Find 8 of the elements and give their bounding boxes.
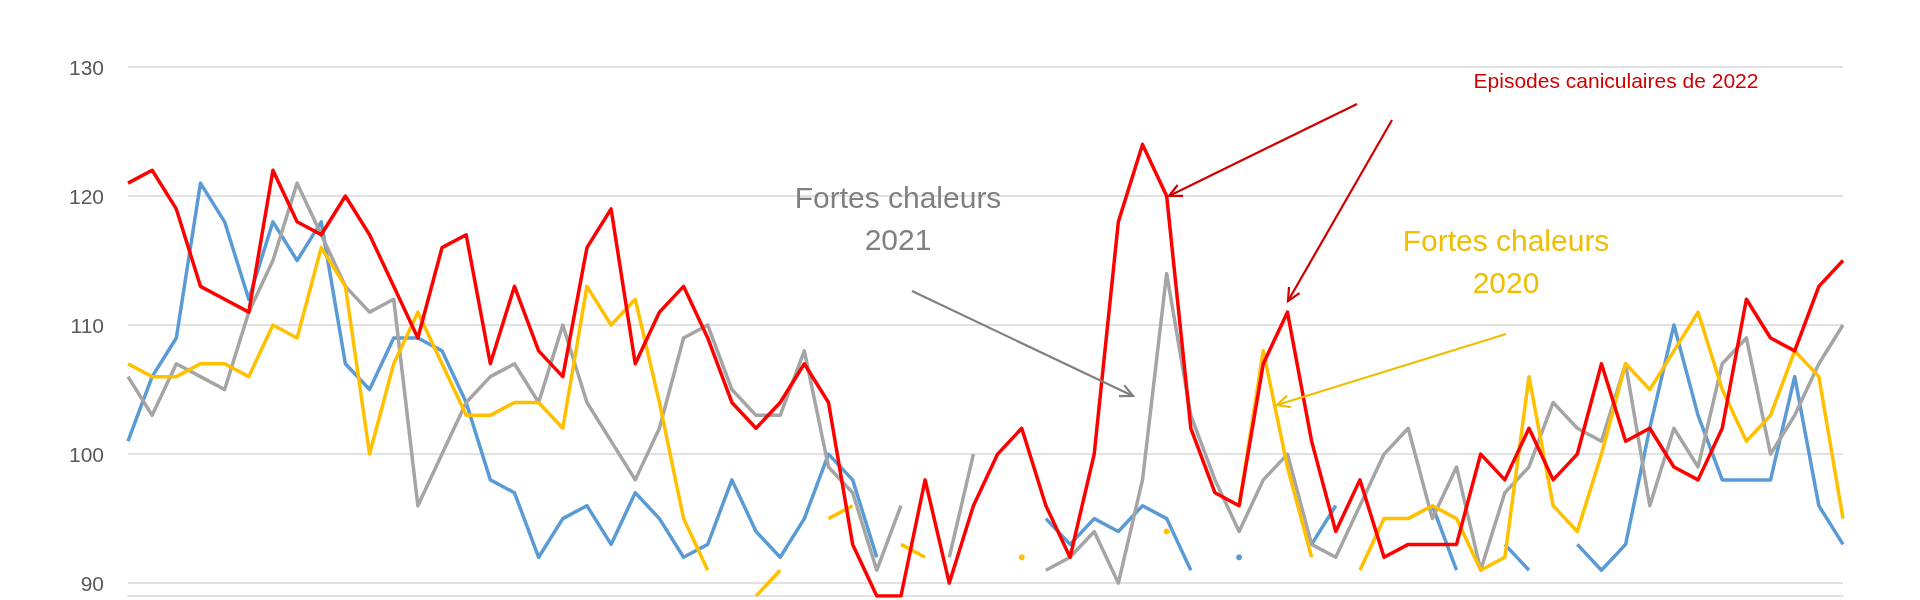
y-tick-label: 120 — [68, 184, 104, 208]
annotation: Episodes caniculaires de 2022 — [1473, 69, 1759, 92]
annotation: Fortes chaleurs 2021 — [794, 181, 1002, 256]
y-tick-label: 90 — [80, 571, 104, 595]
y-tick-label: 110 — [70, 313, 104, 337]
y-tick-label: 130 — [68, 55, 104, 79]
annotation: Fortes chaleurs 2020 — [1402, 224, 1610, 299]
y-tick-label: 100 — [68, 442, 104, 466]
